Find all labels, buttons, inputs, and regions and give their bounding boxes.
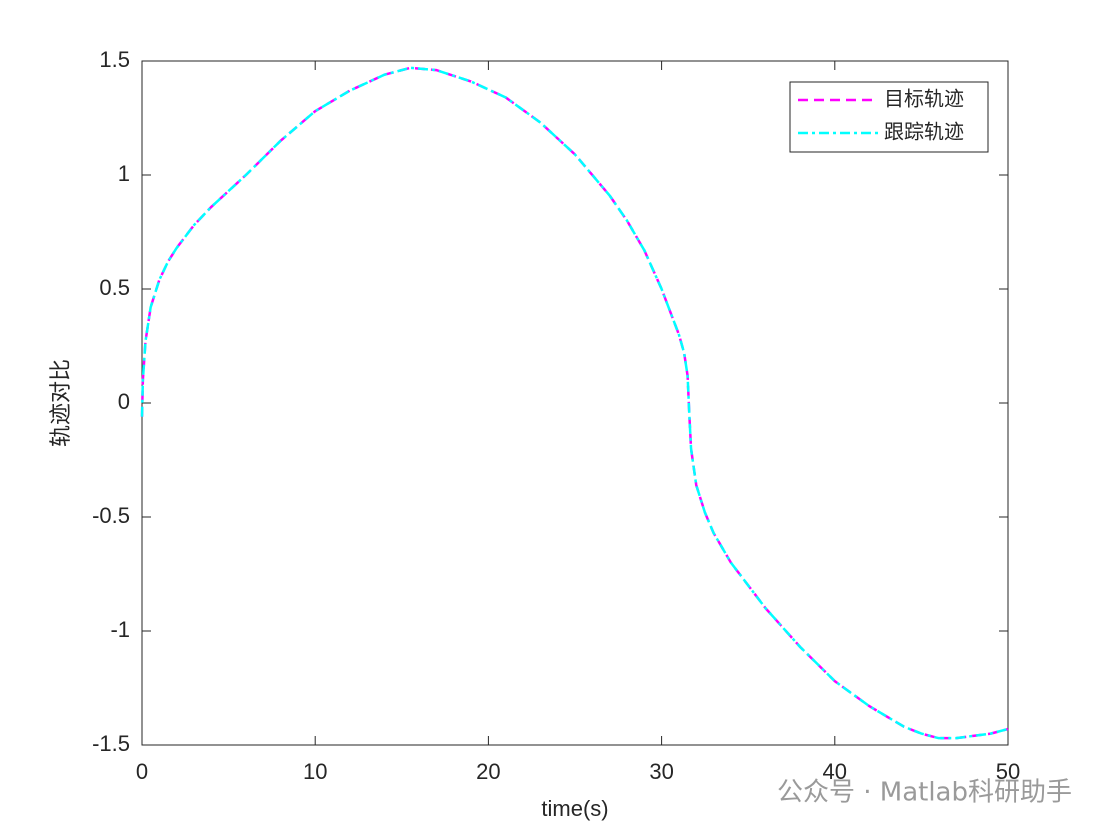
legend-label: 跟踪轨迹 [884,120,964,144]
legend-box [789,81,989,153]
x-tick-label: 50 [996,759,1020,784]
x-tick-label: 40 [823,759,847,784]
x-axis-label: time(s) [541,796,608,821]
x-tick-label: 20 [476,759,500,784]
y-tick-label: -1.5 [92,731,130,756]
y-tick-label: 0.5 [99,275,130,300]
series-line [140,66,1009,740]
y-axis-label: 轨迹对比 [49,359,74,447]
watermark: 公众号 · Matlab科研助手 [777,778,1072,808]
y-tick-label: 1 [118,161,130,186]
y-tick-label: -0.5 [92,503,130,528]
y-tick-label: 1.5 [99,47,130,72]
x-tick-label: 10 [303,759,327,784]
y-tick-label: 0 [118,389,130,414]
y-tick-label: -1 [110,617,130,642]
plot-area [141,60,1009,746]
x-tick-label: 0 [136,759,148,784]
x-tick-label: 30 [649,759,673,784]
legend-label: 目标轨迹 [884,87,964,111]
